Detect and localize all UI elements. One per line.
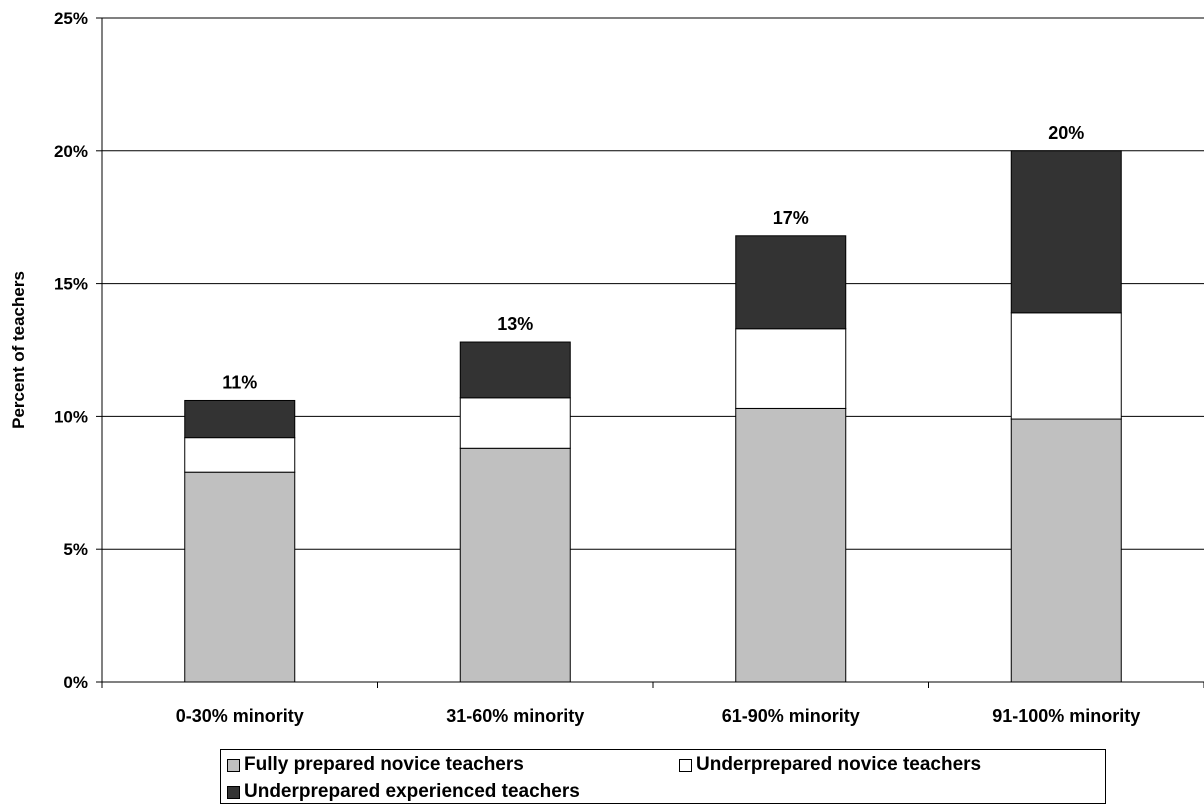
legend-label: Underprepared novice teachers	[696, 754, 982, 775]
legend-swatch	[227, 785, 240, 799]
y-tick-label: 15%	[54, 275, 88, 294]
x-tick-label: 91-100% minority	[992, 706, 1140, 726]
y-tick-label: 0%	[63, 673, 88, 692]
legend-swatch	[227, 758, 240, 772]
bar-segment	[735, 328, 847, 409]
bar-segment	[1010, 418, 1122, 683]
total-label: 11%	[222, 372, 257, 392]
y-tick-label: 20%	[54, 142, 88, 161]
total-label: 20%	[1048, 123, 1084, 143]
labels: 0% 5% 10% 15% 20% 25% 11% 0-30% minority 13% 31-6…	[9, 9, 1140, 726]
x-tick-label: 31-60% minority	[446, 706, 584, 726]
total-label: 13%	[497, 314, 533, 334]
axes	[96, 17, 1204, 688]
bar-segment	[459, 341, 571, 399]
bar-segment	[1010, 312, 1122, 420]
legend-item-underprepared-novice: Underprepared novice teachers	[679, 754, 981, 776]
bars	[184, 150, 1122, 683]
bar-segment	[735, 407, 847, 683]
legend: Fully prepared novice teachers Underprep…	[220, 749, 1106, 804]
y-tick-label: 5%	[63, 540, 88, 559]
stacked-bar-chart: 0% 5% 10% 15% 20% 25% 11% 0-30% minority 13% 31-6…	[9, 9, 1204, 726]
legend-label: Fully prepared novice teachers	[244, 754, 524, 775]
bar-segment	[459, 397, 571, 449]
legend-swatch	[679, 758, 692, 772]
legend-item-fully-prepared-novice: Fully prepared novice teachers	[227, 754, 524, 776]
y-tick-label: 10%	[54, 407, 88, 426]
total-label: 17%	[773, 208, 809, 228]
bar-segment	[184, 399, 296, 439]
x-tick-label: 61-90% minority	[722, 706, 860, 726]
y-tick-label: 25%	[54, 9, 88, 28]
bar-segment	[184, 437, 296, 473]
legend-item-underprepared-experienced: Underprepared experienced teachers	[227, 781, 580, 803]
bar-segment	[459, 447, 571, 683]
y-axis-label: Percent of teachers	[9, 271, 28, 429]
legend-label: Underprepared experienced teachers	[244, 781, 580, 802]
bar-segment	[184, 471, 296, 683]
x-tick-label: 0-30% minority	[176, 706, 304, 726]
bar-segment	[1010, 150, 1122, 314]
bar-segment	[735, 235, 847, 330]
